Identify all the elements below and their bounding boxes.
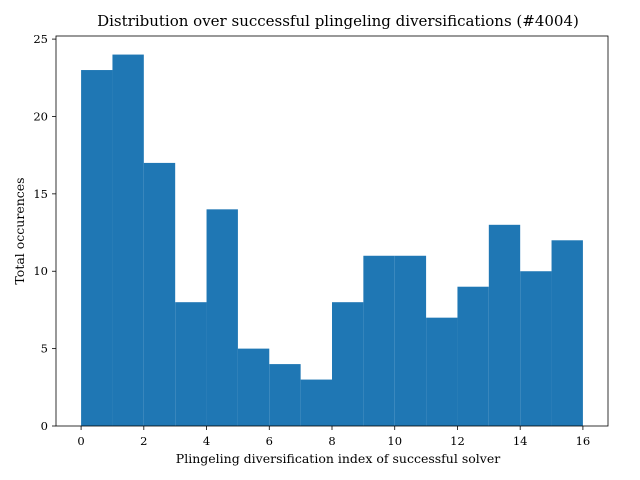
histogram-bar: [112, 54, 144, 426]
x-tick-label: 0: [77, 434, 84, 448]
histogram-bar: [206, 209, 238, 426]
x-axis-ticks: 0 2 4 6 8 10 12 14 16: [77, 426, 590, 448]
histogram-bar: [488, 224, 521, 426]
x-tick-label: 14: [513, 434, 528, 448]
y-tick-label: 15: [33, 187, 48, 201]
y-tick-label: 10: [33, 264, 48, 278]
y-tick-label: 5: [41, 342, 48, 356]
histogram-bar: [143, 162, 176, 426]
bars-group: [81, 54, 583, 427]
y-tick-label: 20: [33, 109, 48, 123]
histogram-bar: [457, 286, 489, 426]
histogram-bar: [175, 302, 207, 426]
y-tick-label: 25: [33, 32, 48, 46]
histogram-bar: [332, 302, 364, 426]
histogram-bar: [81, 70, 113, 427]
y-axis-ticks: 0 5 10 15 20 25: [33, 32, 56, 433]
x-tick-label: 16: [576, 434, 591, 448]
x-tick-label: 2: [140, 434, 147, 448]
y-axis-label: Total occurences: [12, 177, 27, 284]
chart-title: Distribution over successful plingeling …: [97, 12, 579, 30]
x-axis-label: Plingeling diversification index of succ…: [176, 451, 500, 466]
x-tick-label: 10: [387, 434, 402, 448]
histogram-bar: [237, 348, 270, 426]
x-tick-label: 12: [450, 434, 465, 448]
histogram-bar: [269, 364, 301, 426]
histogram-bar: [300, 379, 332, 426]
x-tick-label: 8: [328, 434, 335, 448]
x-tick-label: 6: [266, 434, 273, 448]
histogram-bar: [426, 317, 458, 426]
histogram-bar: [363, 255, 395, 426]
histogram-bar: [394, 255, 427, 426]
plot-frame: [55, 35, 609, 427]
x-tick-label: 4: [203, 434, 210, 448]
histogram-bar: [520, 271, 552, 426]
histogram-bar: [551, 240, 583, 426]
y-tick-label: 0: [41, 419, 48, 433]
